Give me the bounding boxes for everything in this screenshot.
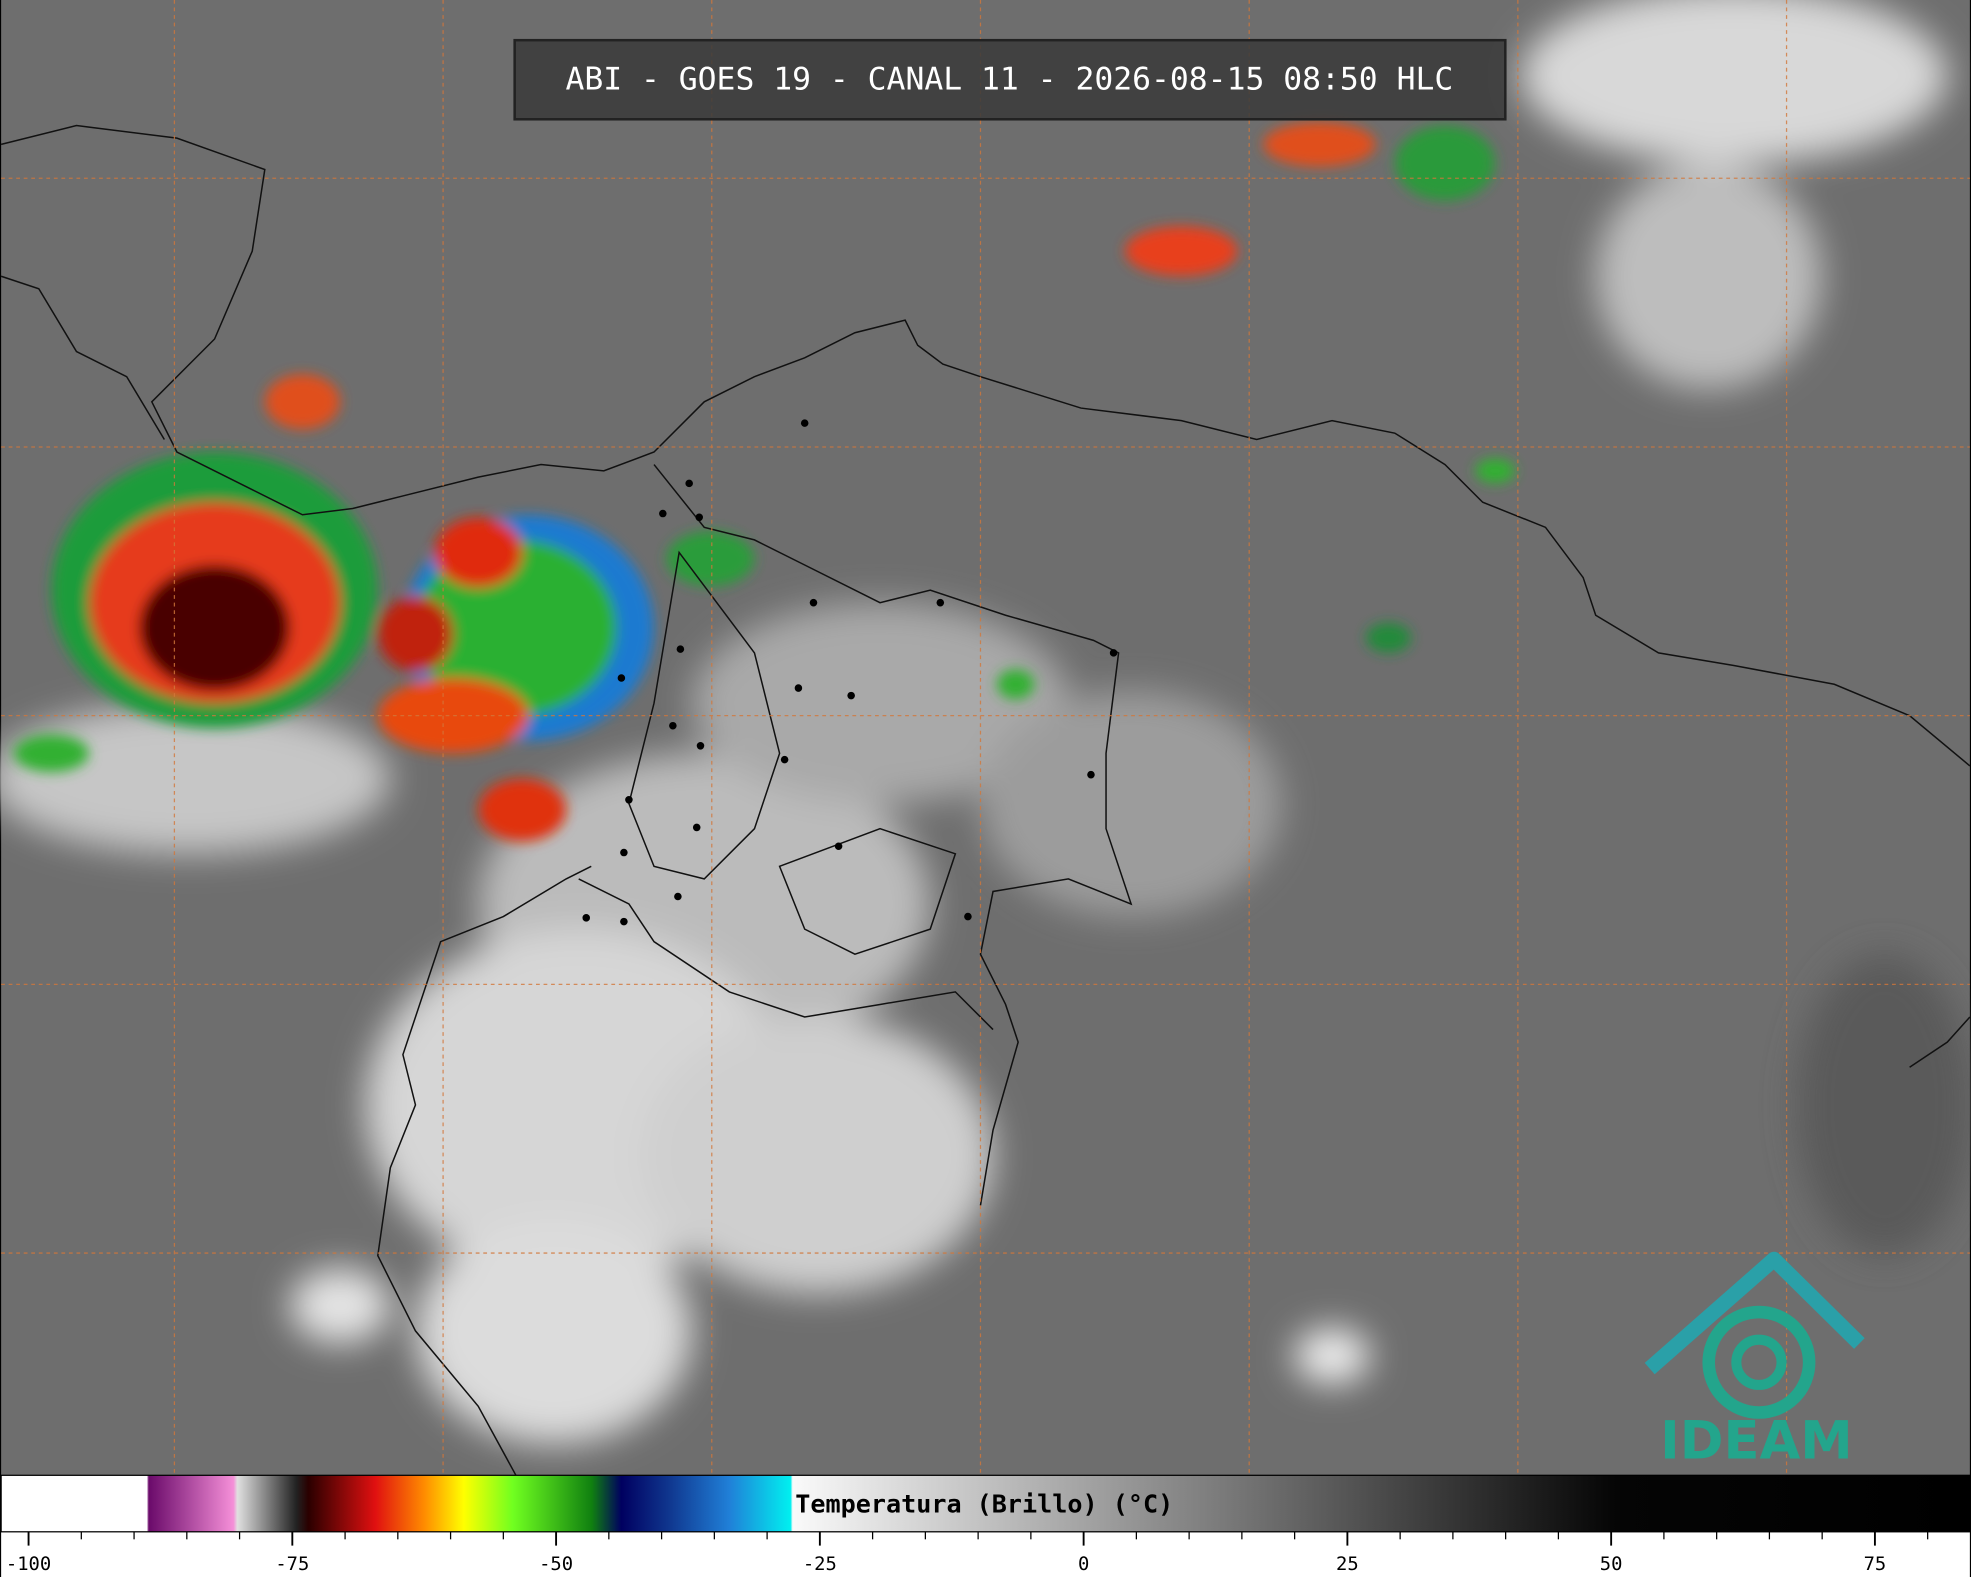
logo-swirl-inner — [1731, 1334, 1787, 1390]
logo-roof — [1644, 1251, 1865, 1375]
colorbar-tick-label: -25 — [803, 1554, 837, 1575]
colorbar-tick-label: -75 — [275, 1554, 309, 1575]
colorbar-tick-label: 75 — [1864, 1554, 1887, 1575]
logo: IDEAM — [1644, 1251, 1865, 1472]
colorbar-tick-label: 0 — [1078, 1554, 1089, 1575]
title-box: ABI - GOES 19 - CANAL 11 - 2026-08-15 08… — [513, 38, 1507, 121]
title: ABI - GOES 19 - CANAL 11 - 2026-08-15 08… — [565, 61, 1453, 97]
coastlines — [0, 124, 1971, 1476]
colorbar-tick-label: 25 — [1336, 1554, 1359, 1575]
colorbar-tick-label: -100 — [6, 1554, 51, 1575]
title-background — [513, 38, 1507, 121]
logo-text: IDEAM — [1660, 1411, 1853, 1472]
colorbar-tick-label: 50 — [1600, 1554, 1623, 1575]
colorbar-tick-label: -50 — [539, 1554, 573, 1575]
clouds — [0, 0, 1971, 1444]
colorbar — [0, 1474, 1971, 1533]
convective-cells — [13, 121, 1516, 842]
city-markers — [582, 419, 1118, 926]
logo-swirl — [1702, 1305, 1816, 1419]
colorbar-ticks: -100 -75 -50 -25 0 25 50 75 — [6, 1531, 1929, 1575]
colorbar-label: Temperatura (Brillo) (°C) — [795, 1489, 1173, 1518]
